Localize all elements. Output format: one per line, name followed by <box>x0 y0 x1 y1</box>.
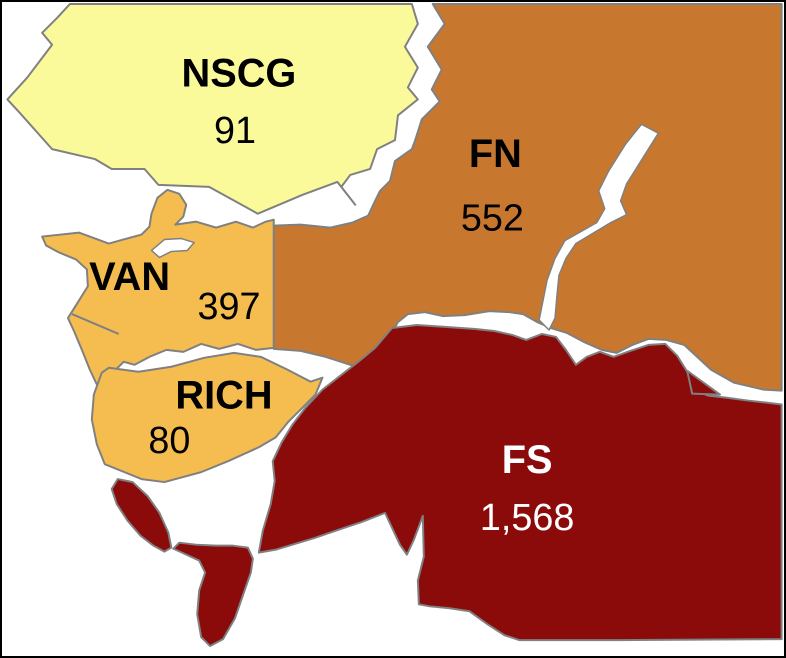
region-fs[interactable] <box>257 324 783 642</box>
region-van[interactable] <box>41 188 275 400</box>
region-rich[interactable] <box>90 351 324 484</box>
label-nscg-name: NSCG <box>182 51 297 95</box>
region-fs-peninsula[interactable] <box>172 541 254 648</box>
pitt-channel-water <box>538 123 660 331</box>
region-fs-lobe[interactable] <box>110 478 173 553</box>
region-nscg[interactable] <box>6 2 419 215</box>
label-van-name: VAN <box>89 255 170 299</box>
label-nscg-value: 91 <box>214 110 256 152</box>
label-rich-name: RICH <box>175 374 272 418</box>
label-fn-name: FN <box>469 132 522 176</box>
label-fs-value: 1,568 <box>480 497 574 539</box>
label-fs-name: FS <box>502 438 553 482</box>
false-creek-water <box>150 237 195 259</box>
label-fn-value: 552 <box>461 198 524 240</box>
region-fs-island[interactable] <box>686 369 721 396</box>
label-rich-value: 80 <box>148 420 190 462</box>
label-van-value: 397 <box>198 286 261 328</box>
van-internal-boundary <box>71 313 120 335</box>
